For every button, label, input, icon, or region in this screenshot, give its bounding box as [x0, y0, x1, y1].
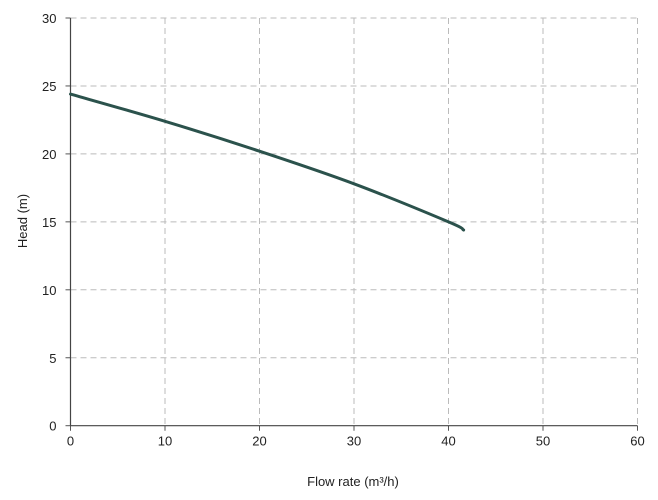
y-tick-label: 0	[49, 419, 56, 434]
y-tick-label: 15	[42, 215, 56, 230]
grid	[70, 17, 638, 426]
y-tick-label: 5	[49, 351, 56, 366]
y-tick-label: 10	[42, 283, 56, 298]
x-tick-label: 60	[630, 434, 644, 449]
x-tick-label: 0	[67, 434, 74, 449]
y-axis-label: Head (m)	[15, 194, 30, 248]
x-tick-label: 20	[252, 434, 266, 449]
x-tick-label: 10	[158, 434, 172, 449]
y-tick-label: 20	[42, 147, 56, 162]
y-tick-label: 30	[42, 11, 56, 26]
tick-labels: 0 10 20 30 40 50 60 0 5 10 15 20 25 30	[42, 11, 645, 449]
x-axis-label: Flow rate (m³/h)	[307, 474, 399, 489]
x-tick-label: 30	[347, 434, 361, 449]
x-tick-label: 50	[536, 434, 550, 449]
y-tick-label: 25	[42, 79, 56, 94]
series	[69, 92, 466, 232]
axes	[65, 17, 638, 431]
x-tick-label: 40	[441, 434, 455, 449]
series-line	[69, 92, 466, 232]
